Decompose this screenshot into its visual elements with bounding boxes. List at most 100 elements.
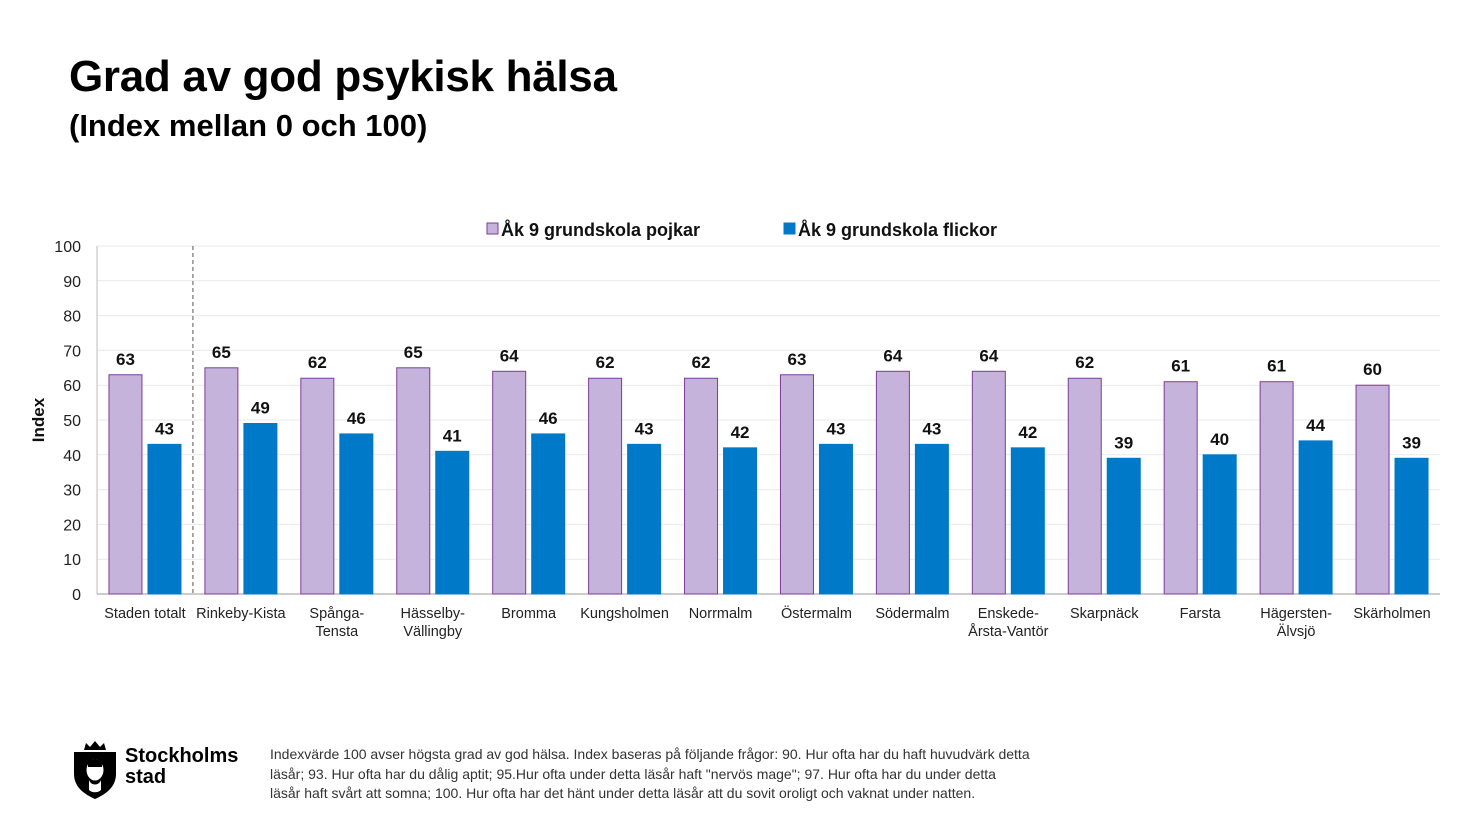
bar-pojkar: [1163, 381, 1198, 595]
category-label: Farsta: [1180, 606, 1222, 622]
bar-pojkar: [204, 367, 239, 595]
data-label: 44: [1306, 416, 1325, 435]
data-label: 64: [979, 346, 998, 365]
slide-subtitle: (Index mellan 0 och 100): [69, 108, 428, 143]
bars: [108, 367, 1429, 595]
stockholms-stad-logo: Stockholms stad: [70, 740, 250, 800]
y-tick-label: 90: [63, 274, 81, 291]
bar-flickor: [723, 447, 758, 595]
bar-flickor: [147, 443, 182, 595]
data-label: 64: [500, 346, 519, 365]
bar-pojkar: [779, 374, 814, 595]
gridlines: [97, 245, 1440, 560]
category-label: Norrmalm: [689, 606, 753, 622]
y-tick-label: 30: [63, 483, 81, 500]
bar-flickor: [531, 433, 566, 595]
bar-pojkar: [875, 370, 910, 595]
category-label: Skärholmen: [1353, 606, 1430, 622]
data-label: 42: [731, 423, 750, 442]
data-label: 65: [212, 343, 231, 362]
category-label: Spånga-: [309, 606, 364, 622]
data-label: 46: [347, 409, 366, 428]
y-tick-label: 40: [63, 448, 81, 465]
y-tick-label: 0: [72, 587, 81, 604]
category-label: Älvsjö: [1277, 623, 1316, 640]
data-label: 49: [251, 398, 270, 417]
bar-flickor: [1106, 457, 1141, 595]
category-label: Rinkeby-Kista: [196, 606, 286, 622]
data-label: 43: [827, 419, 846, 438]
y-tick-label: 70: [63, 343, 81, 360]
legend-swatch: [783, 222, 796, 235]
bar-flickor: [627, 443, 662, 595]
bar-flickor: [1010, 447, 1045, 595]
slide-title: Grad av god psykisk hälsa: [69, 52, 617, 101]
category-label: Staden totalt: [104, 606, 185, 622]
bar-flickor: [435, 450, 470, 595]
category-label: Hägersten-: [1260, 606, 1332, 622]
bar-pojkar: [588, 377, 623, 595]
data-label: 62: [308, 353, 327, 372]
data-label: 61: [1171, 357, 1190, 376]
legend-swatch: [486, 222, 499, 235]
footnote: Indexvärde 100 avser högsta grad av god …: [270, 746, 1030, 801]
data-label: 42: [1018, 423, 1037, 442]
bar-flickor: [1394, 457, 1429, 595]
y-tick-label: 100: [54, 239, 81, 256]
legend-entry: Åk 9 grundskola pojkar: [501, 220, 700, 240]
labels: 63 43 Staden totalt 65 49 Rinkeby-Kista 62 46 Sp…: [104, 343, 1430, 640]
data-label: 62: [1075, 353, 1094, 372]
category-label: Skarpnäck: [1070, 606, 1139, 622]
bar-pojkar: [396, 367, 431, 595]
category-label: Hässelby-: [401, 606, 466, 622]
data-label: 43: [635, 419, 654, 438]
y-axis-title: Index: [29, 397, 48, 442]
legend-entry: Åk 9 grundskola flickor: [798, 220, 997, 240]
data-label: 41: [443, 426, 462, 445]
data-label: 60: [1363, 360, 1382, 379]
data-label: 62: [596, 353, 615, 372]
bar-chart: 0 10 20 30 40 50 60 70 80 90 100 Index 63 43 Staden t…: [29, 220, 1440, 640]
category-label: Östermalm: [781, 604, 852, 622]
data-label: 64: [883, 346, 902, 365]
legend: Åk 9 grundskola pojkar Åk 9 grundskola fl…: [486, 220, 997, 240]
category-label: Bromma: [501, 606, 557, 622]
logo-text-line1: Stockholms: [125, 745, 239, 767]
y-tick-label: 50: [63, 413, 81, 430]
y-tick-label: 10: [63, 552, 81, 569]
data-label: 61: [1267, 357, 1286, 376]
bar-flickor: [243, 422, 278, 595]
data-label: 43: [922, 419, 941, 438]
bar-pojkar: [684, 377, 719, 595]
y-tick-label: 80: [63, 309, 81, 326]
logo-text-line2: stad: [125, 766, 167, 788]
data-label: 39: [1114, 433, 1133, 452]
category-label: Tensta: [315, 624, 359, 640]
bar-flickor: [1202, 454, 1237, 595]
y-tick-label: 20: [63, 517, 81, 534]
data-label: 65: [404, 343, 423, 362]
category-label: Södermalm: [875, 606, 949, 622]
data-label: 46: [539, 409, 558, 428]
data-label: 39: [1402, 433, 1421, 452]
bar-flickor: [1298, 440, 1333, 595]
bar-pojkar: [1067, 377, 1102, 595]
data-label: 43: [155, 419, 174, 438]
category-label: Vällingby: [403, 624, 463, 640]
bar-pojkar: [300, 377, 335, 595]
bar-pojkar: [1355, 384, 1390, 595]
bar-pojkar: [971, 370, 1006, 595]
city-crest-icon: [74, 741, 116, 799]
category-label: Kungsholmen: [580, 606, 669, 622]
category-label: Årsta-Vantör: [968, 623, 1048, 640]
data-label: 63: [116, 350, 135, 369]
data-label: 63: [788, 350, 807, 369]
category-label: Enskede-: [978, 606, 1039, 622]
bar-pojkar: [492, 370, 527, 595]
bar-pojkar: [108, 374, 143, 595]
bar-flickor: [914, 443, 949, 595]
data-label: 62: [692, 353, 711, 372]
y-tick-label: 60: [63, 378, 81, 395]
bar-flickor: [818, 443, 853, 595]
bar-flickor: [339, 433, 374, 595]
